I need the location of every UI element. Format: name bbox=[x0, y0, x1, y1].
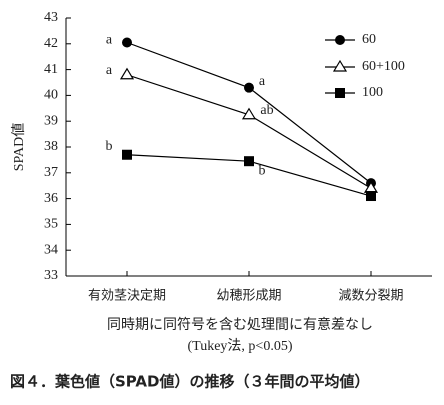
point bbox=[366, 191, 376, 202]
y-tick-label: 41 bbox=[44, 62, 58, 77]
y-axis-label: SPAD値 bbox=[11, 123, 27, 172]
y-tick-label: 33 bbox=[44, 268, 58, 283]
note: 同時期に同符号を含む処理間に有意差なし bbox=[107, 316, 373, 333]
significance-letter: b bbox=[259, 163, 266, 178]
legend-label: 100 bbox=[362, 85, 383, 100]
significance-letter: a bbox=[259, 74, 266, 89]
legend-marker bbox=[332, 59, 348, 72]
point bbox=[122, 149, 132, 160]
significance-letter: a bbox=[106, 63, 113, 78]
x-tick-label: 幼穂形成期 bbox=[216, 289, 281, 304]
legend-label: 60+100 bbox=[362, 59, 405, 74]
point bbox=[244, 82, 254, 93]
caption: 図４．葉色値（SPAD値）の推移（３年間の平均値） bbox=[10, 373, 369, 391]
y-tick-label: 40 bbox=[44, 88, 58, 103]
point bbox=[122, 37, 132, 48]
y-tick-label: 38 bbox=[44, 139, 58, 154]
y-tick-label: 43 bbox=[44, 10, 58, 25]
x-tick-label: 減数分裂期 bbox=[338, 288, 403, 304]
y-tick-label: 42 bbox=[44, 36, 58, 51]
x-tick-label: 有効茎決定期 bbox=[88, 289, 166, 304]
legend-label: 60 bbox=[362, 32, 376, 47]
y-tick-label: 36 bbox=[44, 191, 58, 206]
legend-marker bbox=[335, 35, 345, 45]
point bbox=[241, 107, 257, 120]
y-tick-label: 35 bbox=[44, 217, 58, 232]
legend-marker bbox=[335, 88, 345, 98]
significance-letter: a bbox=[106, 33, 113, 48]
significance-letter: ab bbox=[260, 103, 273, 118]
point bbox=[244, 156, 254, 167]
note: (Tukey法, p<0.05) bbox=[188, 338, 293, 354]
y-tick-label: 37 bbox=[44, 165, 58, 180]
significance-letter: b bbox=[106, 139, 113, 154]
y-tick-label: 39 bbox=[44, 113, 58, 128]
y-tick-label: 34 bbox=[44, 242, 58, 257]
point bbox=[119, 67, 135, 80]
